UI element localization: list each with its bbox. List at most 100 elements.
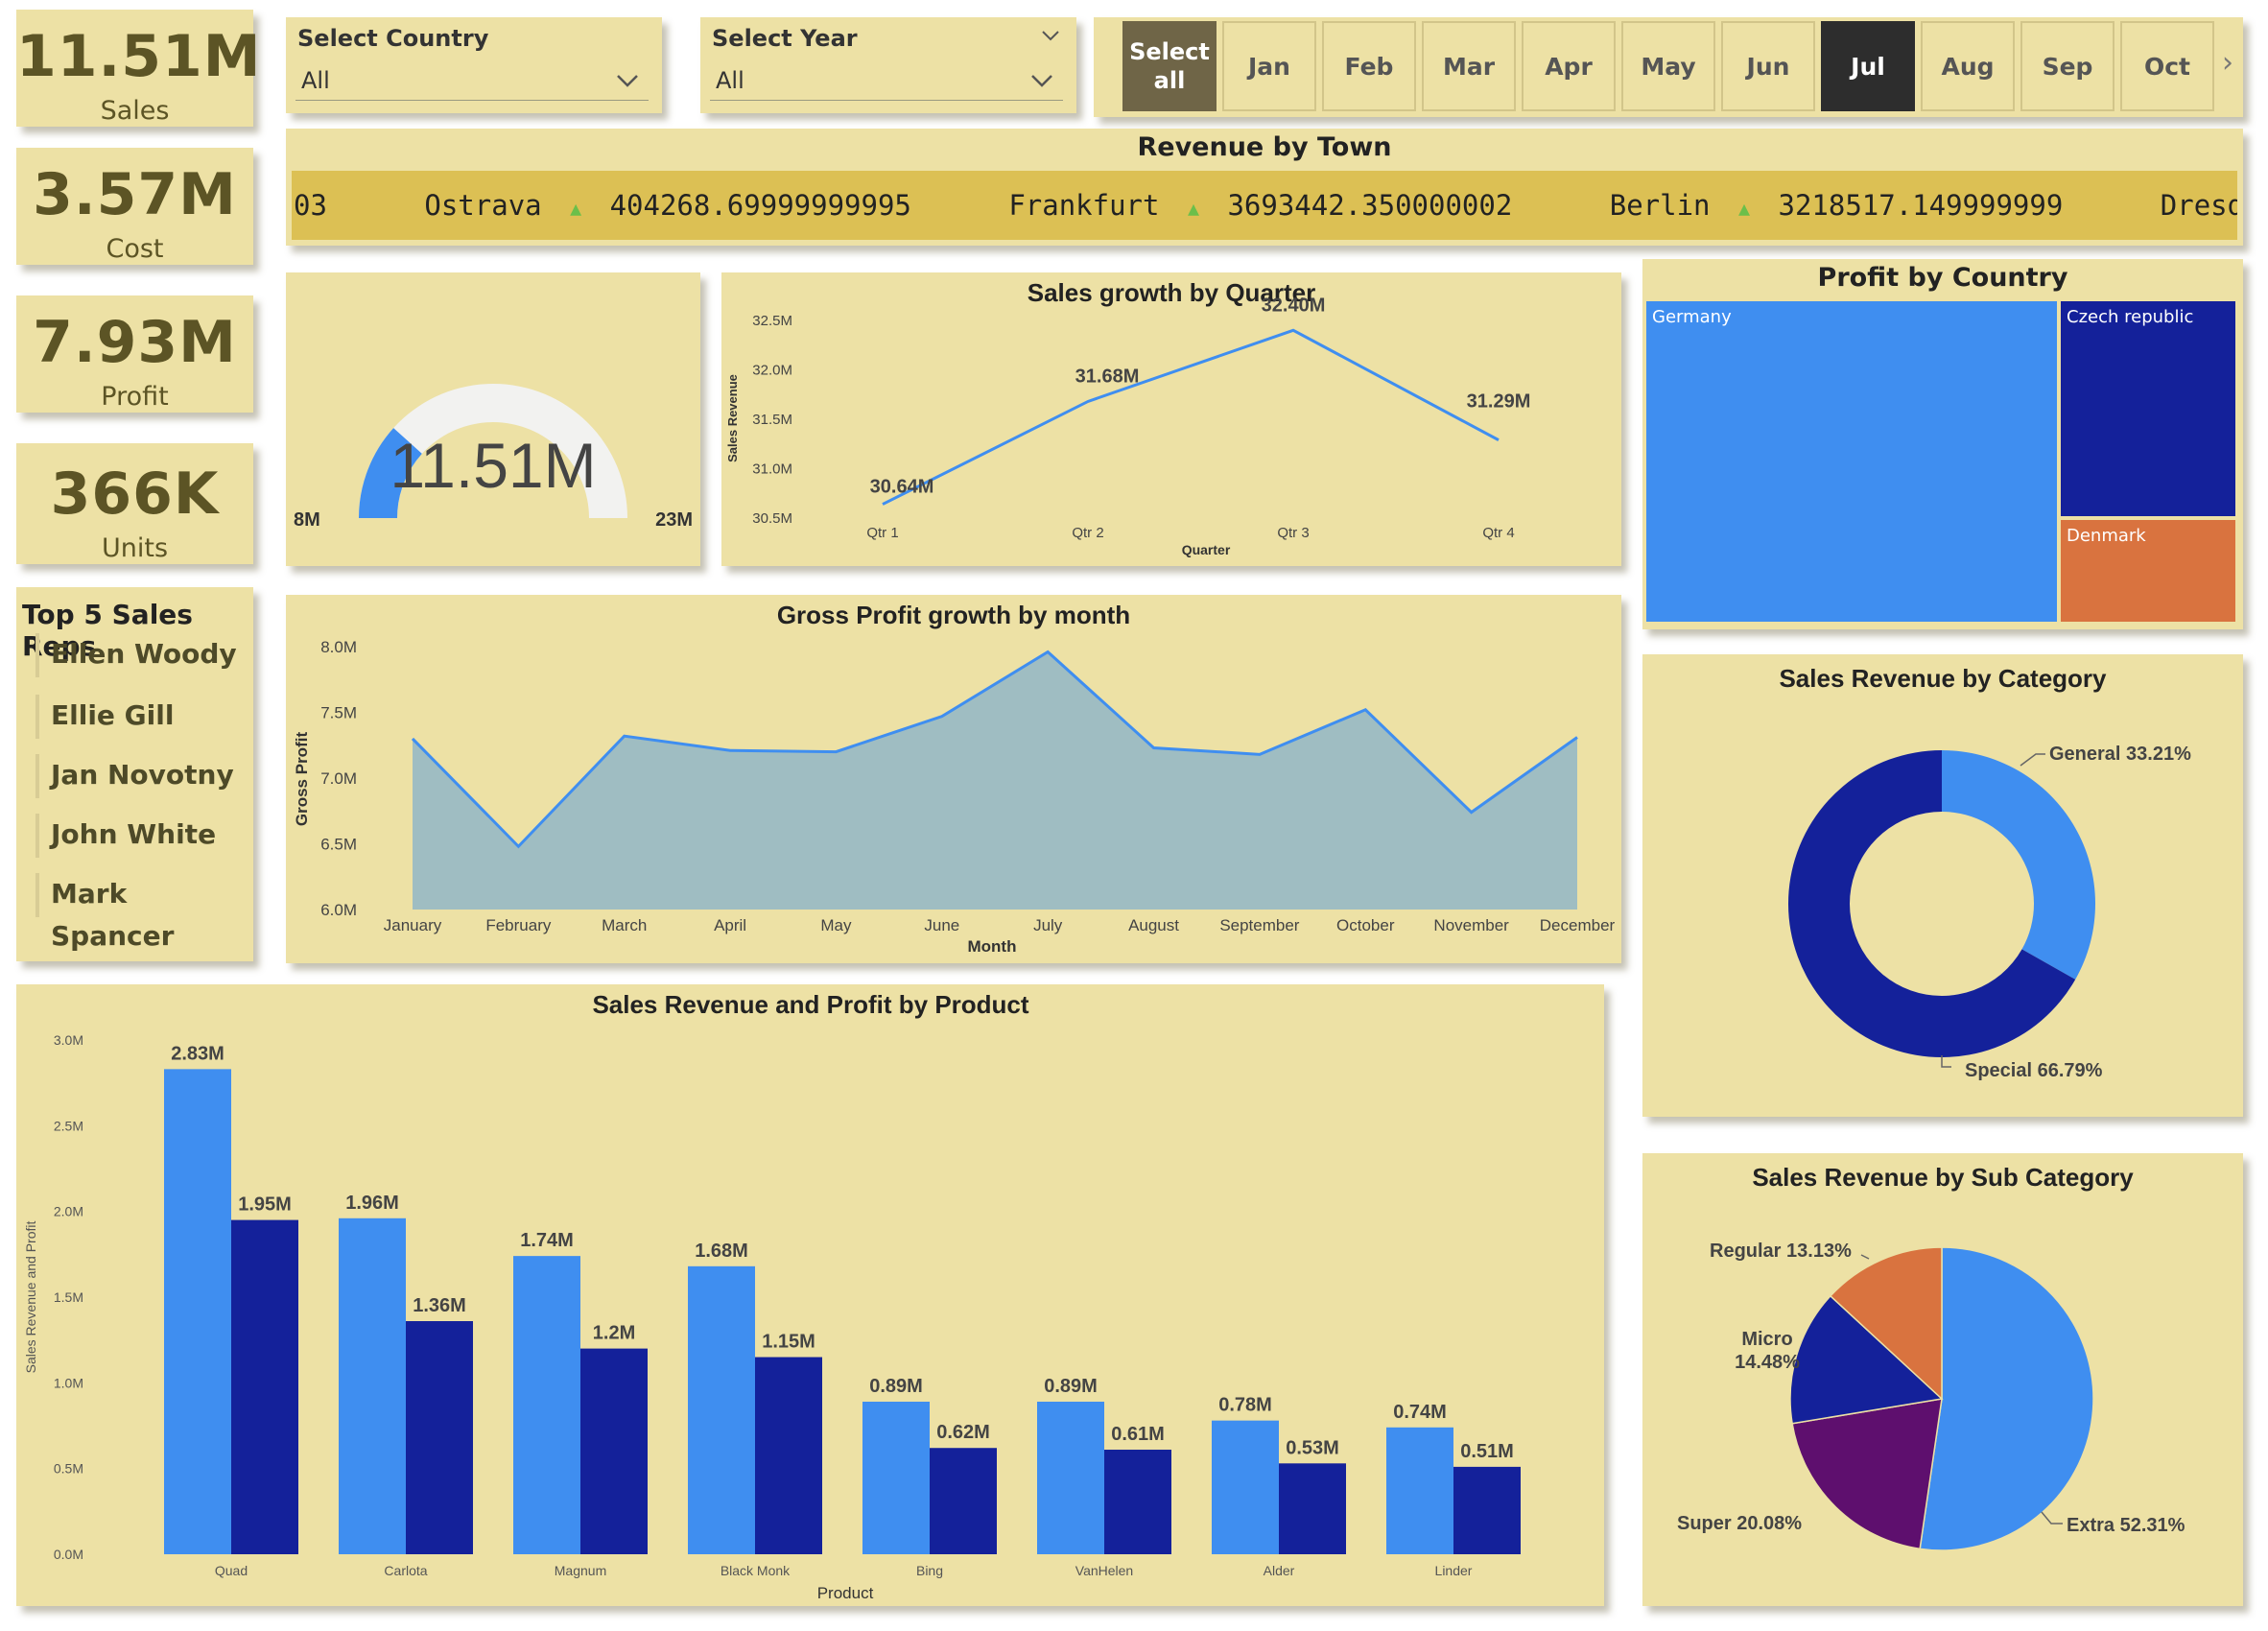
year-slicer[interactable]: Select Year All: [700, 17, 1076, 113]
x-tick-label: June: [924, 916, 959, 934]
select-all-button[interactable]: Select all: [1122, 21, 1217, 111]
y-tick-label: 0.5M: [54, 1461, 83, 1477]
gauge-value-label: 11.51M: [390, 430, 596, 501]
y-tick-label: 7.0M: [320, 769, 357, 788]
data-label: 0.78M: [1218, 1395, 1272, 1416]
kpi-profit-label: Profit: [101, 382, 169, 412]
bar: [339, 1217, 406, 1554]
month-button[interactable]: Aug: [1921, 21, 2015, 111]
treemap-title: Profit by Country: [1817, 263, 2068, 293]
bar: [755, 1357, 822, 1554]
x-tick-label: VanHelen: [1075, 1563, 1133, 1578]
data-label: Extra 52.31%: [2067, 1515, 2185, 1536]
bar: [1453, 1466, 1521, 1554]
x-tick-label: Alder: [1264, 1563, 1295, 1578]
chevron-down-icon: [617, 75, 638, 87]
bar: [1104, 1450, 1171, 1554]
month-slicer: Select all Jan Feb Mar Apr May Jun Jul Au…: [1094, 17, 2243, 117]
x-tick-label: Qtr 2: [1072, 525, 1103, 541]
x-tick-label: Qtr 4: [1482, 525, 1514, 541]
ticker-title: Revenue by Town: [1137, 132, 1392, 162]
data-label: Super 20.08%: [1677, 1513, 1802, 1534]
year-dropdown[interactable]: All: [710, 59, 1063, 101]
x-tick-label: January: [384, 916, 442, 934]
data-label: 1.2M: [593, 1323, 635, 1344]
ticker-band: 03 Ostrava ▲ 404268.69999999995 Frankfur…: [292, 171, 2237, 240]
kpi-units-card: 366K Units: [16, 443, 253, 564]
y-tick-label: 3.0M: [54, 1032, 83, 1048]
chevron-down-icon[interactable]: [1040, 25, 1061, 46]
data-label: Regular 13.13%: [1710, 1241, 1852, 1262]
treemap-germany[interactable]: Germany: [1646, 301, 2057, 622]
month-button[interactable]: May: [1621, 21, 1715, 111]
rep-item[interactable]: Ellie Gill: [35, 695, 174, 739]
month-button[interactable]: Jun: [1721, 21, 1815, 111]
month-button[interactable]: Mar: [1422, 21, 1516, 111]
category-donut-card: Sales Revenue by Category General 33.21% S…: [1642, 654, 2243, 1117]
subcategory-pie-card: Sales Revenue by Sub Category Extra 52.31…: [1642, 1153, 2243, 1606]
month-button[interactable]: Sep: [2020, 21, 2114, 111]
ticker-town: Ostrava: [424, 189, 542, 222]
rep-item[interactable]: John White: [35, 814, 216, 858]
kpi-sales-label: Sales: [100, 96, 170, 126]
data-label: 1.96M: [345, 1193, 399, 1214]
y-tick-label: 31.0M: [752, 461, 792, 478]
ticker-town: Dresden: [2160, 189, 2237, 222]
pie-slice: [1829, 1246, 1943, 1401]
data-label: General 33.21%: [2049, 744, 2191, 765]
ticker-town: Frankfurt: [1008, 189, 1160, 222]
data-label: Special 66.79%: [1965, 1060, 2103, 1081]
bar: [580, 1348, 648, 1554]
data-label: 1.36M: [413, 1295, 466, 1316]
series-line: [882, 328, 1500, 506]
year-dropdown-value: All: [716, 67, 744, 94]
country-slicer[interactable]: Select Country All: [286, 17, 662, 113]
x-tick-label: February: [485, 916, 552, 934]
data-label: 0.74M: [1393, 1402, 1447, 1423]
y-tick-label: 8.0M: [320, 638, 357, 656]
country-treemap-card: Profit by Country Germany Czech republic…: [1642, 259, 2243, 629]
top-reps-title: Top 5 Sales Reps: [22, 599, 193, 662]
sales-gauge: 11.51M 8M 23M: [294, 384, 693, 531]
country-dropdown[interactable]: All: [295, 59, 649, 101]
rep-item[interactable]: Ellen Woody: [35, 633, 237, 677]
y-axis-title: Gross Profit: [293, 732, 311, 827]
kpi-sales-card: 11.51M Sales: [16, 10, 261, 127]
month-button[interactable]: Apr: [1522, 21, 1616, 111]
gauge-track: [359, 384, 627, 518]
month-button-selected[interactable]: Jul: [1821, 21, 1915, 111]
x-tick-label: Linder: [1435, 1563, 1473, 1578]
month-button[interactable]: Oct: [2120, 21, 2214, 111]
next-page-arrow[interactable]: ›: [2222, 46, 2233, 80]
x-axis-title: Quarter: [1182, 542, 1231, 557]
rep-item[interactable]: Mark Spancer: [35, 873, 253, 952]
y-tick-label: 6.0M: [320, 901, 357, 919]
bar: [930, 1448, 997, 1554]
x-tick-label: November: [1433, 916, 1509, 934]
bar: [862, 1401, 930, 1554]
treemap-denmark[interactable]: Denmark: [2061, 520, 2235, 622]
quarter-line-chart: Sales growth by Quarter 30.5M 31.0M 31.5M 32…: [725, 278, 1530, 557]
series-line: [411, 650, 1578, 849]
x-tick-label: May: [820, 916, 852, 934]
chart-title: Gross Profit growth by month: [777, 601, 1130, 629]
bar: [406, 1321, 473, 1554]
x-tick-label: March: [602, 916, 647, 934]
up-arrow-icon: ▲: [1737, 197, 1751, 220]
month-button[interactable]: Feb: [1322, 21, 1416, 111]
x-tick-label: April: [714, 916, 746, 934]
data-label: 1.68M: [695, 1241, 748, 1262]
country-slicer-label: Select Country: [297, 25, 489, 52]
ticker-town: Berlin: [1609, 189, 1711, 222]
leader-line: [2020, 753, 2045, 767]
rep-item[interactable]: Jan Novotny: [35, 754, 234, 798]
data-label: 2.83M: [171, 1043, 224, 1064]
data-label: 31.68M: [1075, 366, 1140, 387]
treemap-czech[interactable]: Czech republic: [2061, 301, 2235, 516]
y-tick-label: 30.5M: [752, 510, 792, 527]
data-label: 0.51M: [1460, 1441, 1514, 1462]
y-tick-label: 2.0M: [54, 1204, 83, 1219]
data-label: 0.89M: [1044, 1376, 1098, 1397]
month-button[interactable]: Jan: [1222, 21, 1316, 111]
y-tick-label: 31.5M: [752, 412, 792, 428]
